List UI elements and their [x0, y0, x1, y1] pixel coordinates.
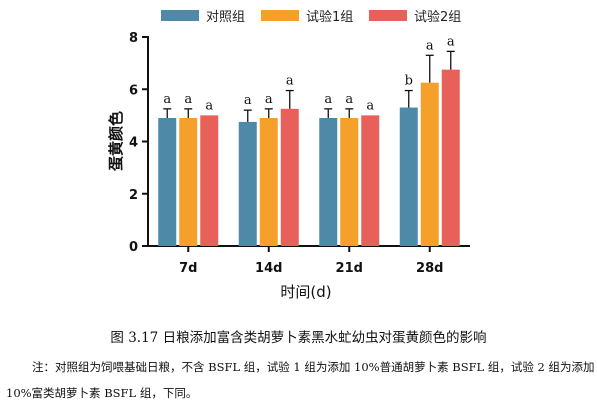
sig-label-7d-s3: a [205, 98, 213, 113]
x-axis-label: 时间(d) [280, 283, 331, 301]
legend: 对照组 试验1组 试验2组 [161, 9, 461, 25]
y-tick-label-8: 8 [129, 31, 138, 46]
bar-28d-s1 [399, 107, 418, 246]
bar-7d-s1 [158, 117, 177, 246]
sig-label-14d-s3: a [286, 74, 294, 89]
sig-label-7d-s1: a [163, 92, 171, 107]
bar-14d-s2 [259, 117, 278, 246]
bars: a a a a aaa a aba a [158, 34, 460, 246]
bar-7d-s3 [200, 115, 219, 246]
bar-21d-s2 [340, 117, 359, 246]
sig-label-21d-s3: a [366, 98, 374, 113]
bar-21d-s1 [319, 117, 338, 246]
bar-28d-s3 [441, 69, 460, 246]
y-tick-label-2: 2 [129, 188, 138, 203]
sig-label-28d-s2: a [426, 38, 434, 53]
x-tick-label-21d: 21d [336, 261, 363, 276]
sig-label-14d-s1: a [244, 93, 252, 108]
y-tick-label-0: 0 [129, 240, 138, 255]
sig-label-28d-s1: b [405, 74, 413, 89]
sig-label-28d-s3: a [447, 34, 455, 49]
legend-swatch-s2 [261, 10, 299, 21]
sig-label-21d-s2: a [345, 92, 353, 107]
bar-28d-s2 [420, 82, 439, 246]
x-tick-label-28d: 28d [416, 261, 443, 276]
x-tick-label-7d: 7d [179, 261, 197, 276]
legend-swatch-s1 [161, 10, 199, 21]
legend-label-s2: 试验1组 [306, 9, 353, 25]
sig-label-7d-s2: a [184, 92, 192, 107]
legend-label-s1: 对照组 [206, 10, 245, 25]
x-tick-label-14d: 14d [255, 261, 282, 276]
bar-14d-s3 [280, 108, 299, 246]
legend-label-s3: 试验2组 [414, 9, 461, 25]
figure-caption: 图 3.17 日粮添加富含类胡萝卜素黑水虻幼虫对蛋黄颜色的影响 [110, 330, 487, 346]
bar-14d-s1 [238, 121, 257, 246]
bar-7d-s2 [179, 117, 198, 246]
figure-note: 注：对照组为饲喂基础日粮，不含 BSFL 组，试验 1 组为添加 10%普通胡萝… [6, 360, 595, 400]
y-axis-label: 蛋黄颜色 [107, 111, 125, 171]
sig-label-14d-s2: a [265, 92, 273, 107]
y-tick-label-4: 4 [129, 136, 138, 151]
sig-label-21d-s1: a [324, 92, 332, 107]
legend-swatch-s3 [369, 10, 407, 21]
bar-21d-s3 [361, 115, 380, 246]
y-tick-label-6: 6 [129, 83, 138, 98]
